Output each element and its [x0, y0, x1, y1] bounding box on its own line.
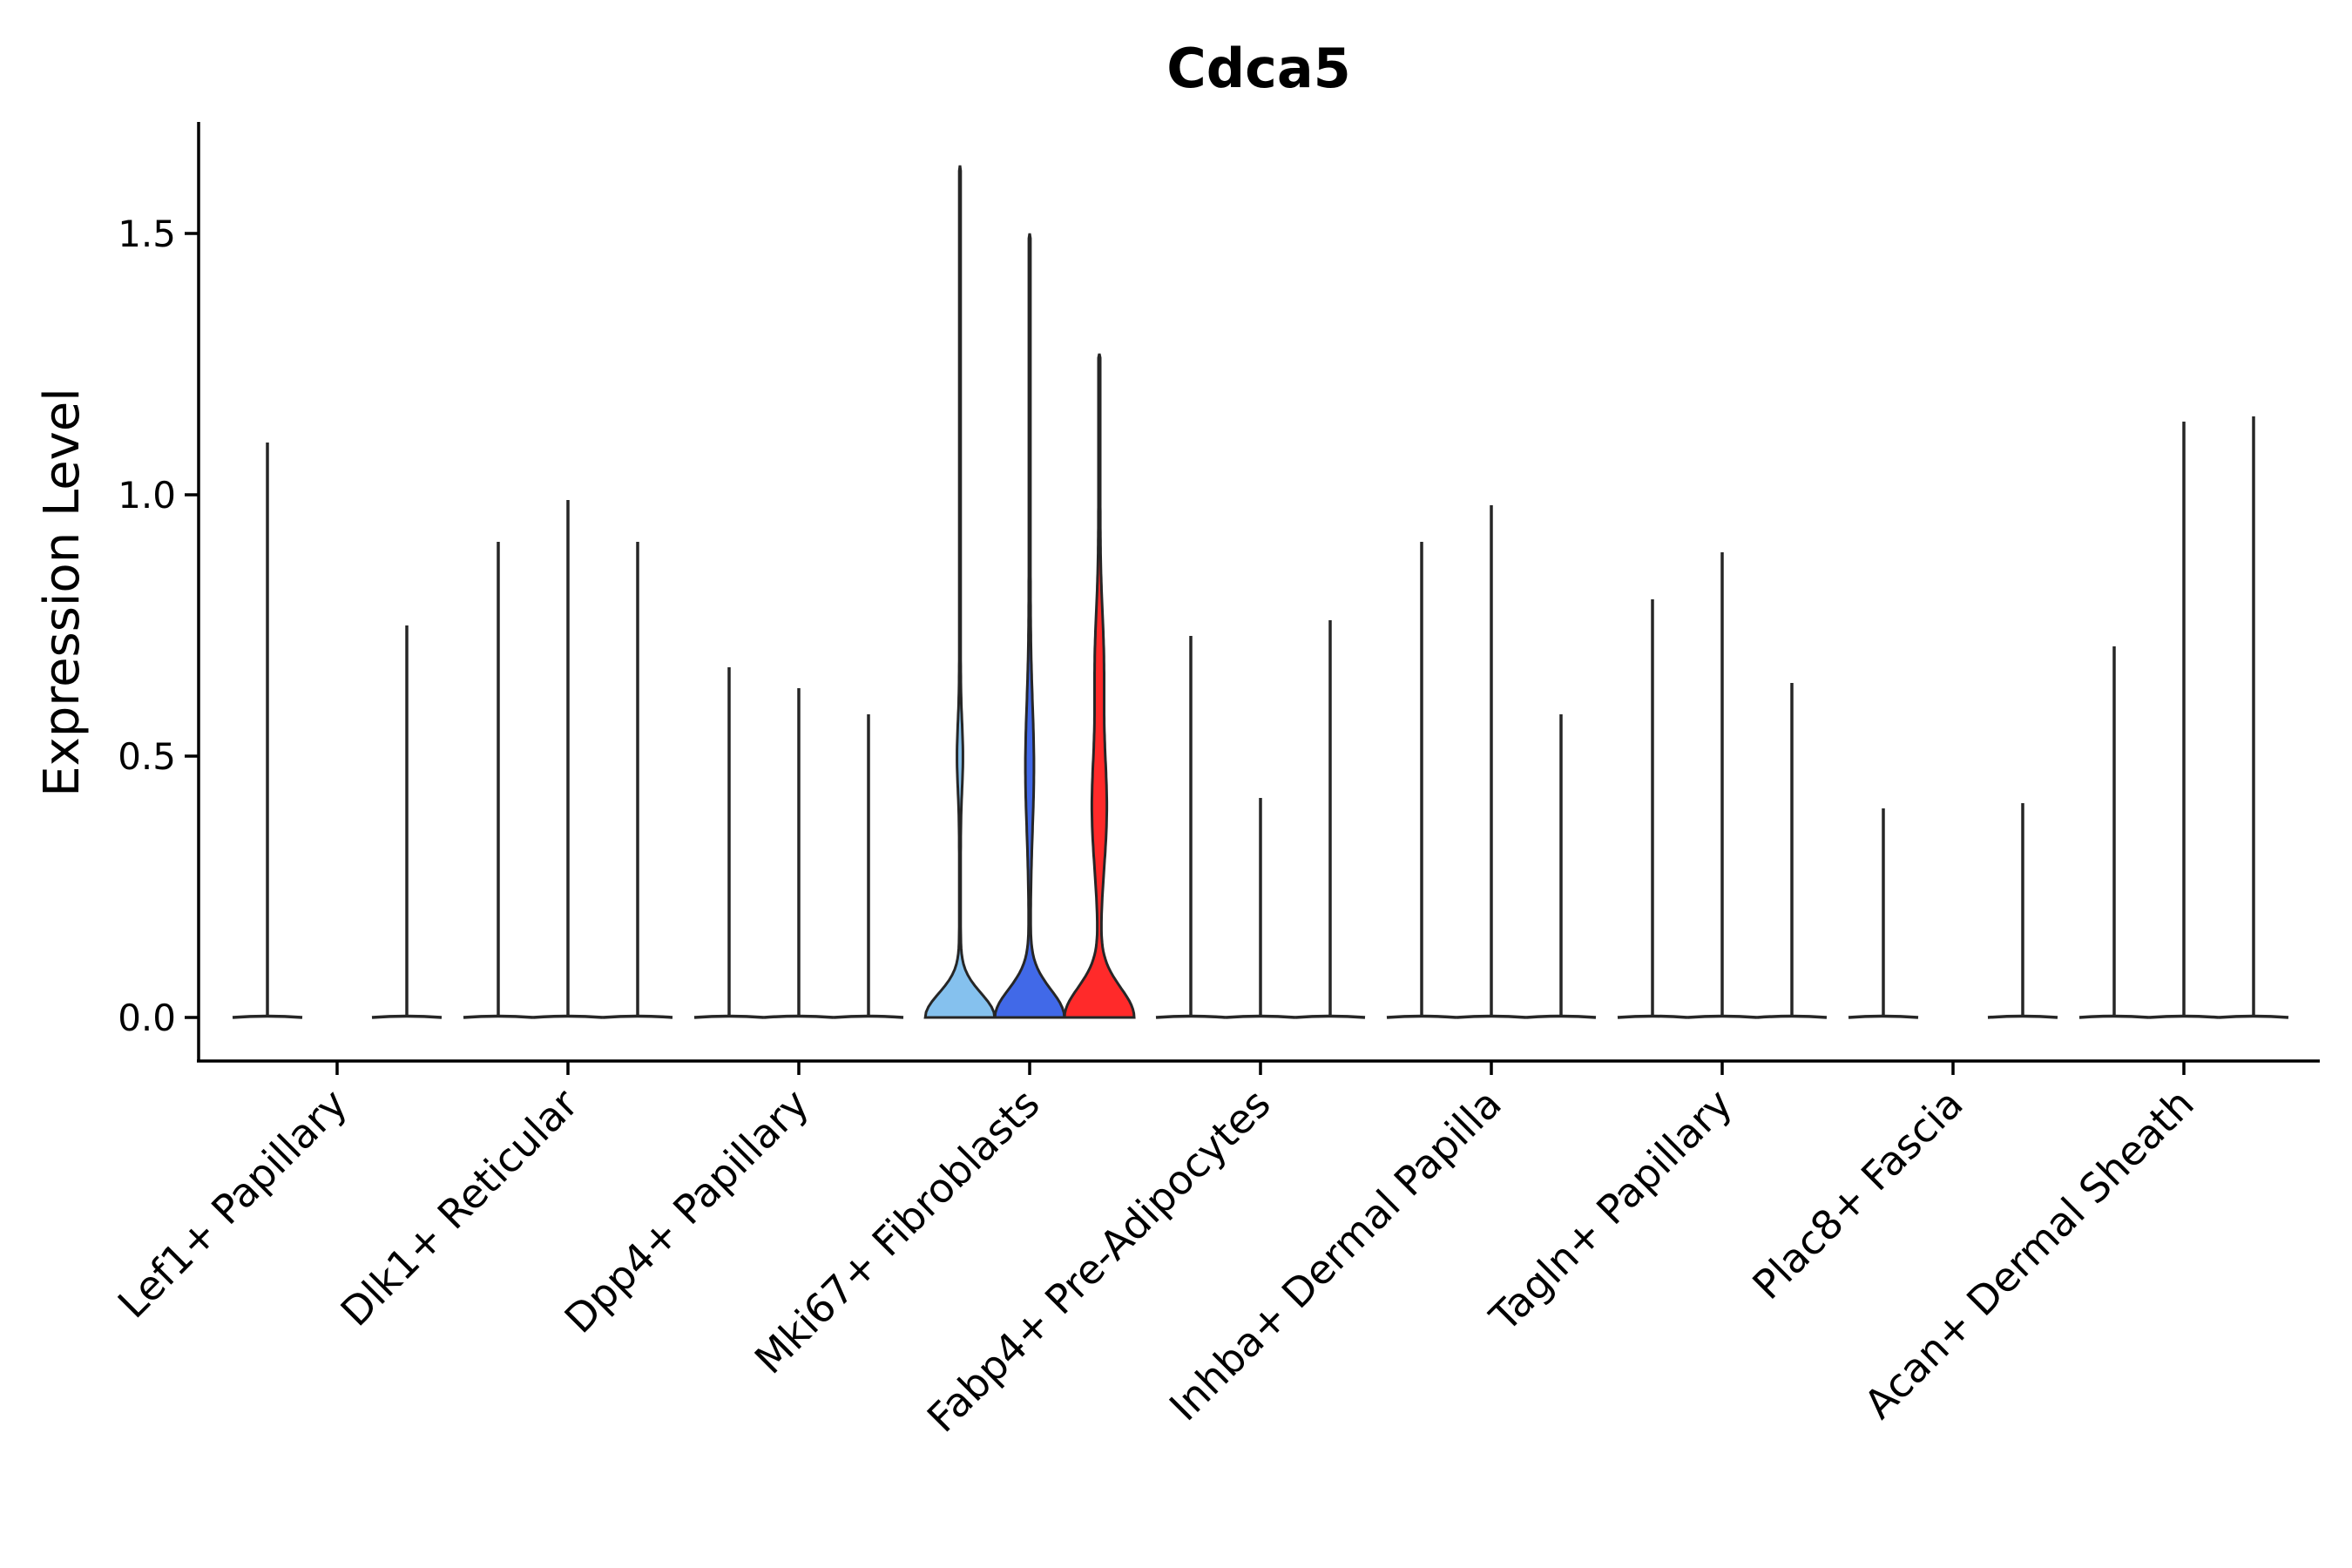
violin — [1386, 542, 1457, 1019]
violin — [2148, 422, 2220, 1019]
x-tick-label: Lef1+ Papillary — [109, 1080, 356, 1328]
violin — [1686, 552, 1758, 1019]
y-axis-ticks: 0.0 0.5 1.0 1.5 — [118, 213, 199, 1039]
x-tick-label: Dpp4+ Papillary — [556, 1080, 818, 1342]
x-tick-label: Plac8+ Fascia — [1743, 1080, 1971, 1308]
violin — [1155, 636, 1227, 1019]
x-tick-label: Tagln+ Papillary — [1480, 1080, 1741, 1342]
violin — [602, 542, 673, 1019]
violin-layer — [232, 165, 2289, 1019]
violin — [232, 443, 303, 1019]
violin — [1617, 599, 1688, 1019]
violin-body — [993, 233, 1066, 1019]
violin — [833, 714, 904, 1019]
violin — [993, 233, 1066, 1019]
y-tick-label: 1.0 — [118, 474, 176, 517]
violin — [693, 667, 765, 1019]
y-tick-label: 0.5 — [118, 735, 176, 778]
violin — [2218, 416, 2289, 1019]
x-tick-label: Dlk1+ Reticular — [332, 1080, 587, 1335]
violin — [1225, 798, 1296, 1019]
violin — [763, 688, 835, 1019]
violin — [1063, 353, 1136, 1019]
violin — [1525, 714, 1597, 1019]
violin — [1987, 803, 2058, 1019]
violin — [2078, 646, 2150, 1019]
y-tick-label: 0.0 — [118, 997, 176, 1039]
violin — [463, 542, 534, 1019]
violin — [1848, 808, 1919, 1019]
chart-title: Cdca5 — [1166, 37, 1351, 100]
violin — [923, 165, 997, 1019]
violin — [371, 625, 443, 1019]
y-axis-label: Expression Level — [34, 388, 91, 797]
violin-body — [1063, 353, 1136, 1019]
violin-body — [923, 165, 997, 1019]
violin — [1756, 683, 1828, 1019]
violin — [532, 500, 604, 1019]
y-tick-label: 1.5 — [118, 213, 176, 255]
violin — [1294, 620, 1366, 1019]
violin — [1456, 505, 1527, 1019]
